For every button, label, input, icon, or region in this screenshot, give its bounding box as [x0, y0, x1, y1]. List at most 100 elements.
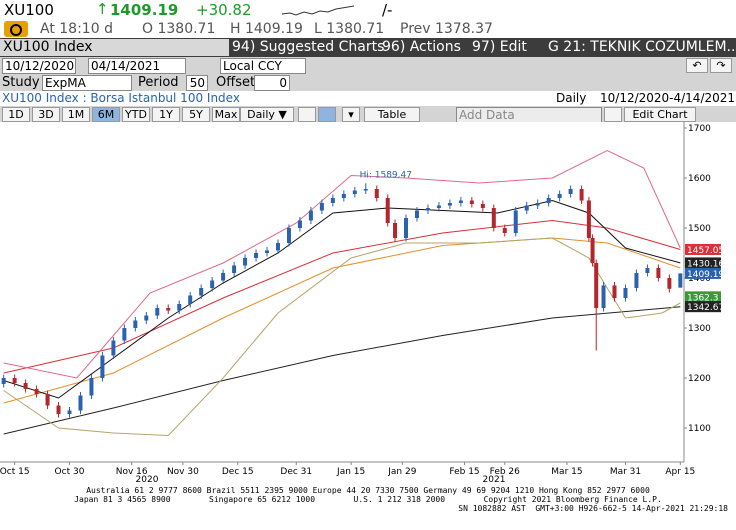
y-tick-label: 1500 [688, 224, 711, 234]
change: +30.82 [196, 1, 252, 19]
candle-body [89, 378, 94, 396]
currency[interactable]: Local CCY [220, 58, 306, 74]
candle-body [524, 205, 529, 211]
end-date[interactable]: 04/14/2021 [88, 58, 186, 74]
frequency: Daily [556, 91, 587, 105]
period-button[interactable]: 1M [62, 107, 90, 122]
candle-body [286, 228, 291, 243]
study[interactable]: ExpMA [42, 75, 132, 91]
candle-body [319, 203, 324, 211]
candle-body [78, 395, 83, 411]
period-button[interactable]: 1Y [152, 107, 180, 122]
date-row: 10/12/2020 04/14/2021 Local CCY ↶ ↷ [0, 57, 736, 74]
menu-item[interactable]: G 21: TEKNIK COZUMLEM... [548, 39, 736, 55]
study-row: Study ExpMA Period 50 Offset 0 [0, 74, 736, 91]
candle-body [678, 273, 683, 288]
study-label: Study [2, 75, 40, 90]
table-button[interactable]: Table [364, 107, 420, 122]
x-tick-label: Oct 15 [0, 467, 30, 477]
start-date[interactable]: 10/12/2020 [2, 58, 76, 74]
candle-body [1, 378, 6, 384]
high: H 1409.19 [230, 21, 303, 37]
candle-body [404, 218, 409, 238]
y-tick-label: 1600 [688, 174, 711, 184]
candle-body [535, 203, 540, 206]
add-data[interactable]: Add Data [456, 107, 602, 123]
annotation: Hi: 1589.47 [360, 170, 412, 180]
offset[interactable]: 0 [254, 75, 290, 91]
redo[interactable]: ↷ [710, 58, 732, 73]
candle-body [232, 265, 237, 273]
candle-body [546, 198, 551, 203]
candle-body [210, 280, 215, 288]
indicator-line [3, 199, 681, 399]
title-row: XU100 Index : Borsa Istanbul 100 Index D… [0, 91, 736, 106]
chart: 2020 2021 1100 1200 1300 1400 1500 1600 1700 Oc… [0, 122, 736, 486]
candle-body [667, 278, 672, 289]
period-button[interactable]: 5Y [182, 107, 210, 122]
candle-body [275, 243, 280, 251]
ohlc-row: At 18:10 d O 1380.71 H 1409.19 L 1380.71… [0, 20, 736, 38]
menu-item[interactable]: 94) Suggested Charts [232, 39, 385, 55]
dropdown[interactable]: ▾ [342, 107, 360, 122]
candle-body [436, 205, 441, 208]
candle-body [34, 389, 39, 394]
period-button[interactable]: Max [212, 107, 240, 122]
candle-body [155, 308, 160, 316]
candle-body [308, 210, 313, 221]
frequency-button[interactable]: Daily ▼ [240, 107, 294, 122]
year-label: 2020 [136, 475, 159, 485]
candle-body [111, 340, 116, 356]
candle-body [590, 238, 595, 263]
candle-body [144, 315, 149, 321]
candle-body [656, 268, 661, 278]
candle-body [634, 273, 639, 288]
menu-bar: XU100 Index 94) Suggested Charts 96) Act… [0, 38, 736, 57]
ticker: XU100 [4, 1, 54, 19]
candle-body [177, 304, 182, 311]
candle-body [243, 258, 248, 266]
plot-area [0, 122, 736, 486]
period-button[interactable]: 6M [92, 107, 120, 122]
candle-body [601, 285, 606, 308]
period-button[interactable]: 3D [32, 107, 60, 122]
x-tick-label: Oct 30 [55, 467, 85, 477]
x-tick-label: Apr 15 [665, 467, 695, 477]
indicator-line [3, 237, 681, 437]
price-badge-label: 1430.16 [687, 259, 724, 269]
prev: Prev 1378.37 [400, 21, 493, 37]
period-button[interactable]: YTD [122, 107, 150, 122]
x-tick-label: Dec 15 [222, 467, 254, 477]
candle-body [469, 200, 474, 204]
candle-body [265, 250, 270, 253]
range: 10/12/2020-4/14/2021 [600, 91, 736, 105]
year-label: 2021 [483, 475, 506, 485]
menu-item[interactable]: 97) Edit [472, 39, 527, 55]
candle-body [393, 223, 398, 238]
tool[interactable] [298, 107, 316, 122]
candle-body [425, 208, 430, 211]
tool[interactable] [318, 107, 336, 122]
undo[interactable]: ↶ [686, 58, 708, 73]
edit-chart[interactable]: Edit Chart [624, 107, 696, 122]
period-button[interactable]: 1D [2, 107, 30, 122]
tool[interactable] [604, 107, 622, 122]
quote-row: XU100 ↑ 1409.19 +30.82 /- [0, 0, 736, 20]
candle-body [221, 273, 226, 281]
open: O 1380.71 [142, 21, 216, 37]
price-badge [685, 301, 721, 313]
price-badge [685, 291, 721, 303]
candle-body [458, 200, 463, 203]
footer-line: Australia 61 2 9777 8600 Brazil 5511 239… [86, 486, 650, 495]
period[interactable]: 50 [186, 75, 208, 91]
x-tick-label: Feb 15 [449, 467, 479, 477]
menu-item[interactable]: 96) Actions [382, 39, 461, 55]
toolbar: Daily ▼ ▾ Table Add Data Edit Chart 1D 3D… [0, 106, 736, 123]
price-badge [685, 257, 721, 269]
security[interactable]: XU100 Index [0, 39, 229, 56]
candle-body [447, 203, 452, 206]
candle-body [645, 268, 650, 273]
candle-body [374, 189, 379, 198]
indicator-line [3, 237, 681, 404]
